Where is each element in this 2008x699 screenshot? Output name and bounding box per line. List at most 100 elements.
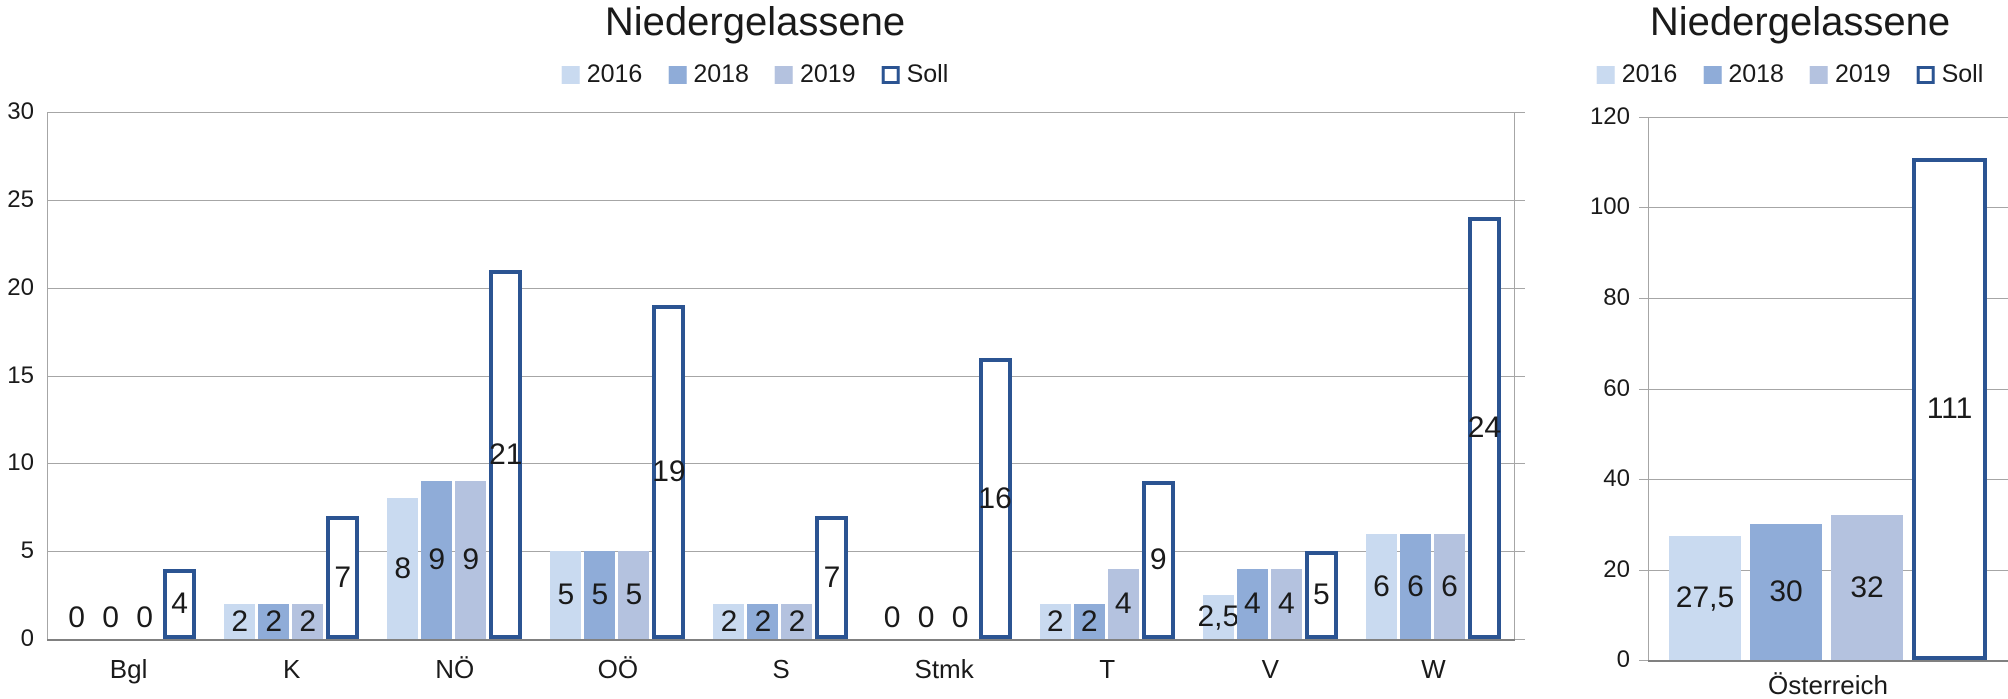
bar-value-label: 6: [1407, 569, 1424, 603]
y-axis-tick: [1639, 298, 1648, 299]
legend-label: Soll: [906, 60, 949, 88]
legend-item-2016: 2016: [561, 60, 643, 88]
legend-swatch-2018-icon: [1703, 65, 1722, 84]
bar-2019-W: 6: [1433, 534, 1465, 639]
y-axis-tick: [1515, 112, 1525, 113]
gridline-20: [1648, 570, 2008, 571]
legend-item-Soll: Soll: [881, 60, 949, 88]
legend-swatch-2016-icon: [1596, 65, 1615, 84]
gridline-25: [47, 200, 1515, 201]
bar-2018-NÖ: 9: [421, 481, 453, 639]
y-axis-tick: [1639, 117, 1648, 118]
bar-value-label: 2: [1080, 604, 1098, 638]
bar-2018-OÖ: 5: [584, 551, 616, 639]
y-axis-label: 0: [20, 625, 34, 652]
bar-2016-NÖ: 8: [387, 498, 419, 639]
bar-value-label: 4: [1243, 587, 1261, 620]
bar-value-label: 8: [394, 551, 412, 585]
bar-Soll-V: 5: [1304, 551, 1338, 639]
legend-label: 2016: [586, 60, 643, 88]
bar-Soll-K: 7: [326, 516, 360, 639]
bar-value-label: 2: [265, 604, 282, 638]
gridline-120: [1648, 117, 2008, 118]
legend-swatch-2019-icon: [774, 65, 793, 84]
bar-Soll-Stmk: 16: [978, 358, 1012, 639]
y-axis-label: 120: [1589, 103, 1630, 130]
bar-group-Österreich: 27,5 30 32 111: [1648, 117, 2008, 660]
legend-swatch-2018-icon: [668, 65, 687, 84]
legend-item-2019: 2019: [1809, 62, 1891, 87]
bar-Soll-OÖ: 19: [652, 305, 686, 639]
bar-value-label: 24: [1467, 411, 1502, 444]
y-axis-tick: [1515, 200, 1525, 201]
legend-label: 2018: [693, 60, 749, 88]
y-axis-label: 100: [1589, 193, 1630, 220]
bar-value-label: 9: [428, 543, 446, 576]
y-axis-tick: [1639, 207, 1648, 208]
bar-value-label: 7: [823, 560, 841, 594]
bar-2018-T: 2: [1073, 604, 1105, 639]
bar-value-label: 9: [462, 543, 480, 576]
y-axis-label: 10: [7, 449, 34, 476]
bar-2016-K: 2: [224, 604, 256, 639]
bar-value-label: 21: [489, 437, 523, 471]
bar-2018-W: 6: [1399, 534, 1431, 639]
legend-swatch-2016-icon: [561, 65, 580, 84]
y-axis-label: 5: [20, 537, 34, 564]
bar-2016-W: 6: [1365, 534, 1397, 639]
gridline-10: [47, 463, 1515, 464]
y-axis-tick: [1639, 660, 1648, 661]
bar-2016-Österreich: 27,5: [1669, 536, 1741, 660]
bar-value-label: 0: [951, 601, 969, 634]
bar-2018-K: 2: [258, 604, 290, 639]
bar-2018-Österreich: 30: [1750, 524, 1822, 660]
bar-value-label: 0: [883, 601, 901, 634]
bar-value-label: 0: [68, 601, 85, 634]
bar-value-label: 4: [171, 587, 188, 620]
legend-label: 2019: [799, 60, 856, 88]
y-axis-label: 80: [1603, 284, 1630, 311]
bar-value-label: 0: [102, 601, 119, 634]
legend-label: 2018: [1728, 60, 1784, 88]
bar-value-label: 5: [591, 578, 609, 611]
category-label-S: S: [772, 654, 790, 684]
bar-value-label: 19: [652, 455, 686, 488]
legend-swatch-Soll-icon: [881, 65, 900, 84]
y-axis-tick: [1639, 479, 1648, 480]
gridline-15: [47, 376, 1515, 377]
gridline-80: [1648, 298, 2008, 299]
bar-value-label: 2: [299, 604, 316, 638]
legend-label: 2016: [1621, 60, 1678, 88]
chart-title: Niedergelassene: [1649, 0, 1951, 44]
bar-group-NÖ: 8 9 9 21: [373, 112, 536, 639]
bar-value-label: 6: [1441, 569, 1458, 603]
bar-value-label: 5: [557, 578, 575, 611]
category-label-K: K: [282, 654, 301, 684]
bar-2016-T: 2: [1039, 604, 1071, 639]
bar-value-label: 0: [917, 601, 935, 634]
bar-value-label: 2: [754, 604, 772, 638]
y-axis-tick: [1515, 551, 1525, 552]
category-label-Österreich: Österreich: [1768, 670, 1888, 699]
legend-item-2018: 2018: [1703, 62, 1784, 87]
bar-value-label: 5: [625, 578, 643, 611]
bar-value-label: 16: [978, 481, 1012, 515]
bar-2018-S: 2: [747, 604, 779, 639]
bar-group-Stmk: 0 0 0 16: [863, 112, 1026, 639]
bar-group-OÖ: 5 5 5 19: [536, 112, 699, 639]
legend-item-2018: 2018: [668, 62, 749, 87]
legend: 2016 2018 2019 Soll: [561, 60, 949, 88]
bar-group-V: 2,5 4 4 5: [1189, 112, 1352, 639]
legend-label: Soll: [1941, 60, 1984, 88]
bar-2016-S: 2: [713, 604, 745, 639]
bar-Soll-W: 24: [1468, 217, 1501, 639]
bar-Soll-Bgl: 4: [163, 569, 197, 639]
y-axis-label: 20: [1603, 556, 1630, 583]
y-axis-label: 25: [7, 186, 34, 213]
bar-value-label: 7: [334, 560, 351, 594]
y-axis-tick: [1639, 570, 1648, 571]
